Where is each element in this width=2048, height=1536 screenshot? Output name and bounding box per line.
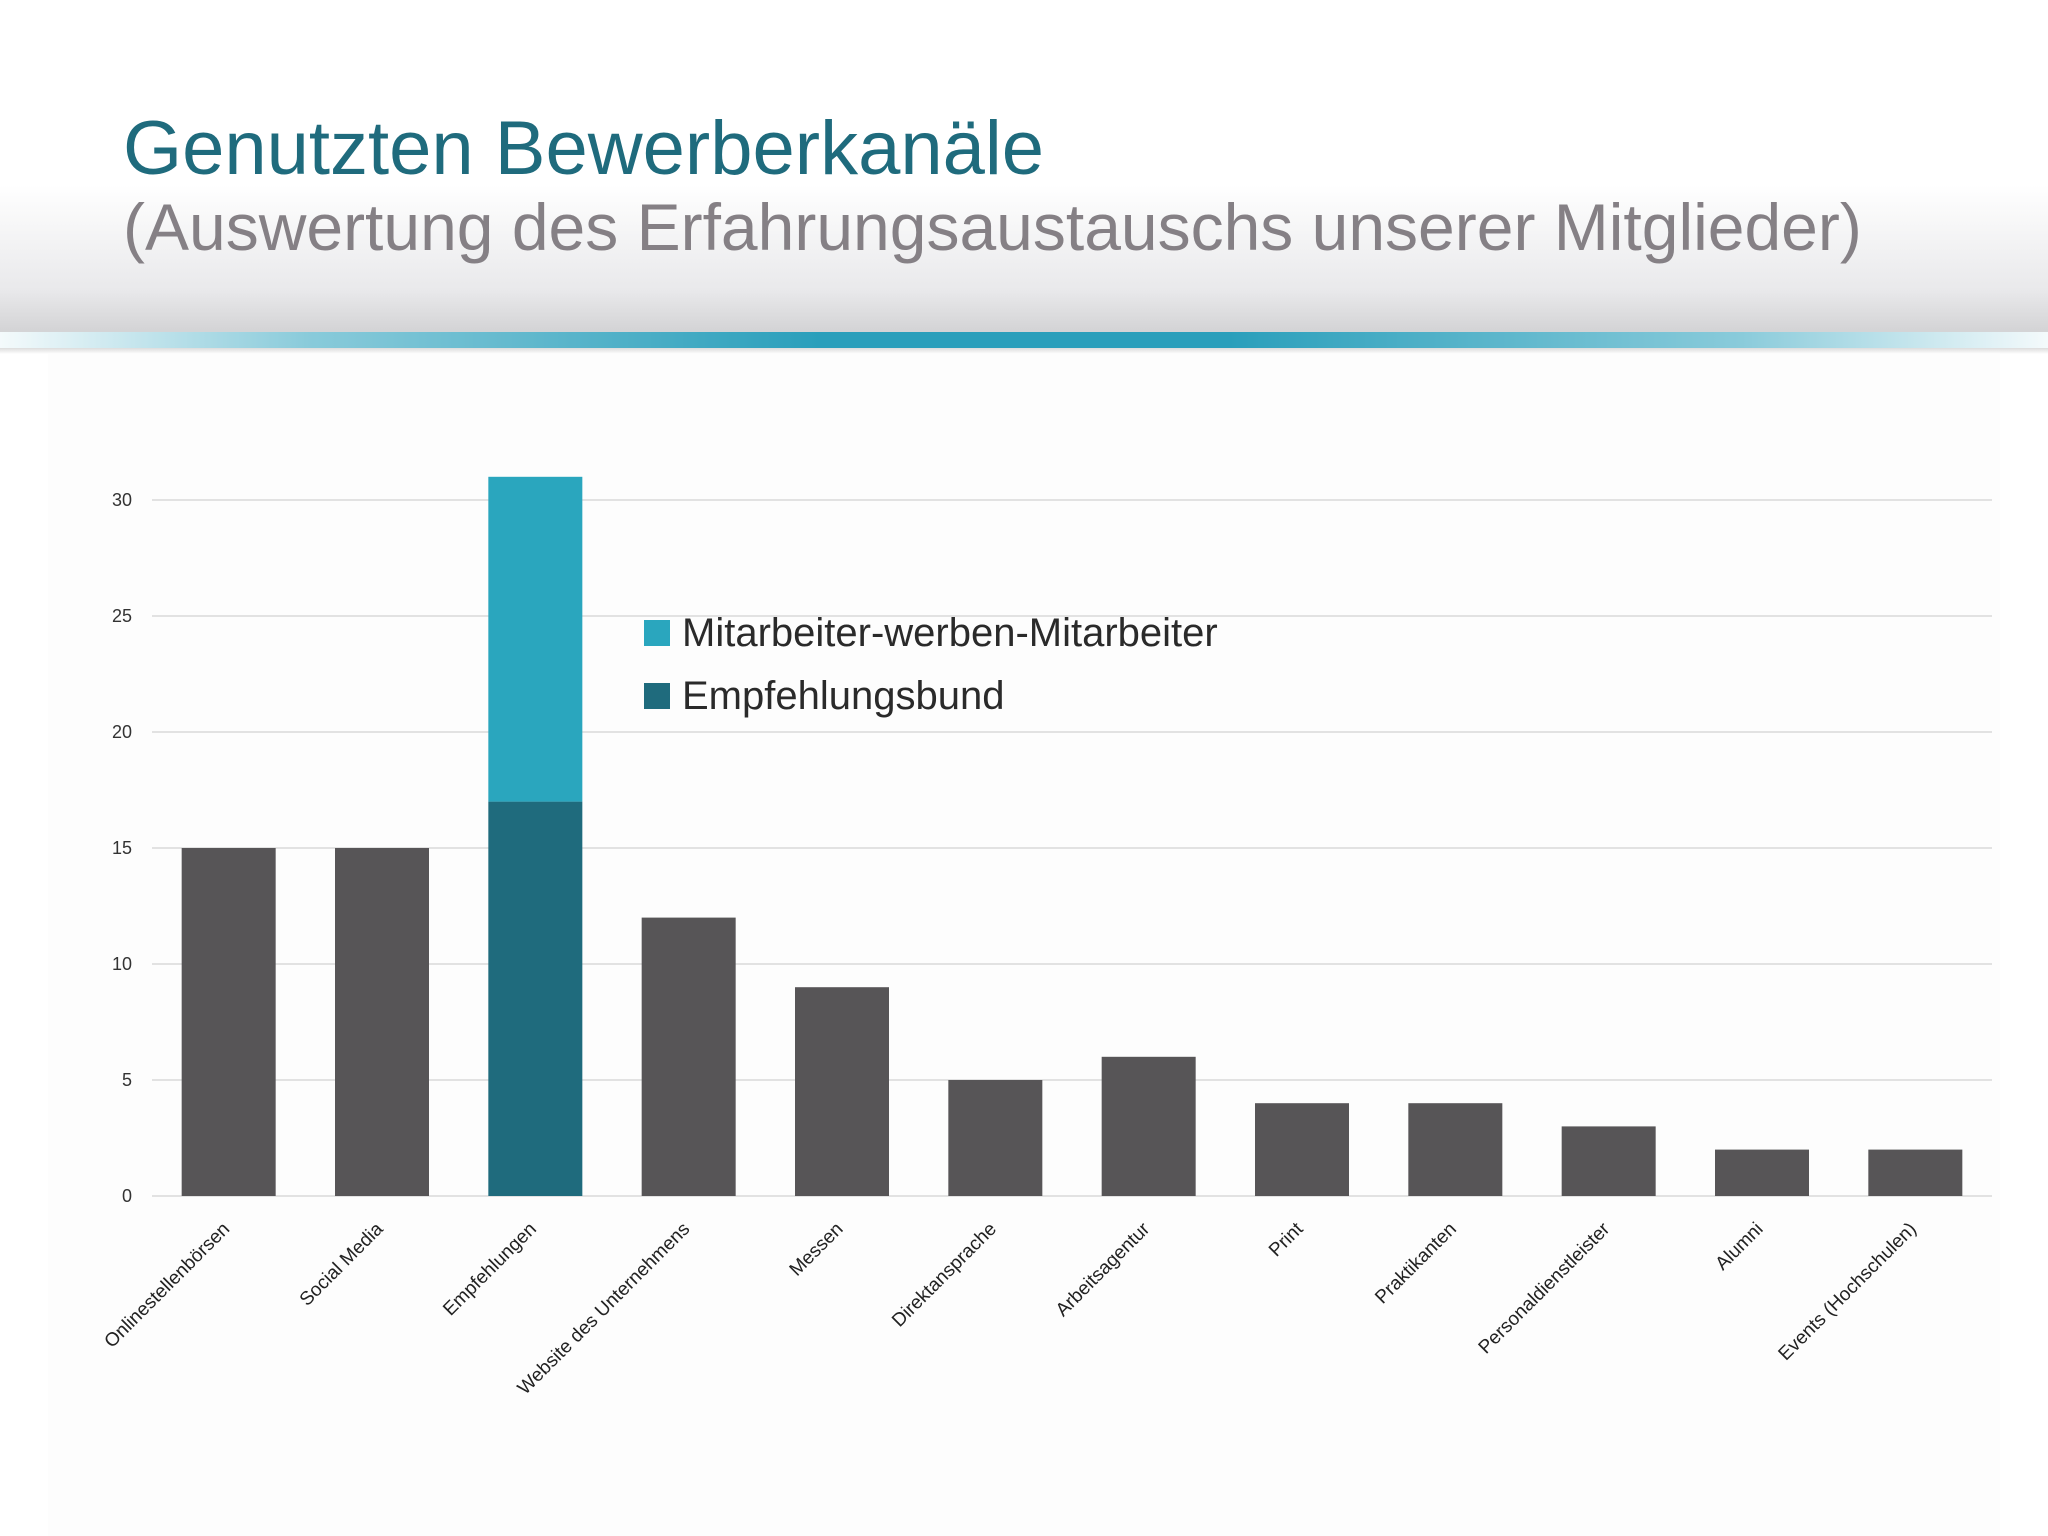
- accent-line: [0, 332, 2048, 348]
- chart-panel: 0 5 10 15 20 25 30 Onlinestellenbörsen Social Me…: [48, 354, 2000, 1536]
- y-tick-label: 10: [112, 954, 132, 974]
- x-tick-label: Praktikanten: [1371, 1219, 1461, 1309]
- bar-praktikanten: [1408, 1103, 1503, 1196]
- x-tick-label: Empfehlungen: [439, 1219, 541, 1321]
- slide-header: [0, 0, 2048, 332]
- legend-swatch-empfehlungsbund: [644, 683, 670, 709]
- legend-label-mitarbeiter-werben-mitarbeiter: Mitarbeiter-werben-Mitarbeiter: [682, 611, 1218, 655]
- x-tick-label: Alumni: [1712, 1219, 1768, 1275]
- bar-website-des-unternehmens: [641, 917, 736, 1196]
- legend-label-empfehlungsbund: Empfehlungsbund: [682, 674, 1004, 718]
- slide-subtitle: (Auswertung des Erfahrungsaustauschs uns…: [123, 190, 1862, 264]
- x-tick-label: Arbeitsagentur: [1052, 1218, 1155, 1321]
- bar-alumni: [1715, 1149, 1809, 1196]
- x-tick-label: Print: [1265, 1218, 1308, 1261]
- bar-chart: 0 5 10 15 20 25 30 Onlinestellenbörsen Social Me…: [101, 476, 1992, 1399]
- bar-segment-empfehlungsbund: [488, 801, 583, 1196]
- x-tick-label: Social Media: [296, 1218, 388, 1310]
- bar-events-hochschulen: [1868, 1149, 1963, 1196]
- bar-arbeitsagentur: [1101, 1056, 1196, 1196]
- y-tick-label: 25: [112, 606, 132, 626]
- bar-personaldienstleister: [1561, 1126, 1656, 1196]
- y-tick-label: 15: [112, 838, 132, 858]
- bar-onlinestellenbörsen: [181, 848, 276, 1196]
- bar-messen: [795, 987, 889, 1196]
- y-tick-label: 0: [122, 1186, 132, 1206]
- x-tick-label: Events (Hochschulen): [1775, 1219, 1921, 1365]
- x-tick-label: Direktansprache: [888, 1219, 1001, 1332]
- x-tick-label: Website des Unternehmens: [514, 1219, 694, 1399]
- x-tick-label: Messen: [786, 1219, 848, 1281]
- bar-print: [1255, 1103, 1349, 1196]
- y-tick-label: 30: [112, 490, 132, 510]
- bar-social-media: [335, 848, 429, 1196]
- x-tick-label: Onlinestellenbörsen: [101, 1219, 235, 1353]
- bar-direktansprache: [948, 1080, 1043, 1196]
- accent-line-shadow: [0, 348, 2048, 354]
- x-tick-label: Personaldienstleister: [1475, 1218, 1615, 1358]
- bar-segment-mitarbeiter-werben-mitarbeiter: [488, 476, 583, 802]
- y-tick-label: 20: [112, 722, 132, 742]
- slide-title: Genutzten Bewerberkanäle: [123, 106, 1045, 191]
- legend-swatch-mitarbeiter-werben-mitarbeiter: [644, 620, 670, 646]
- y-tick-label: 5: [122, 1070, 132, 1090]
